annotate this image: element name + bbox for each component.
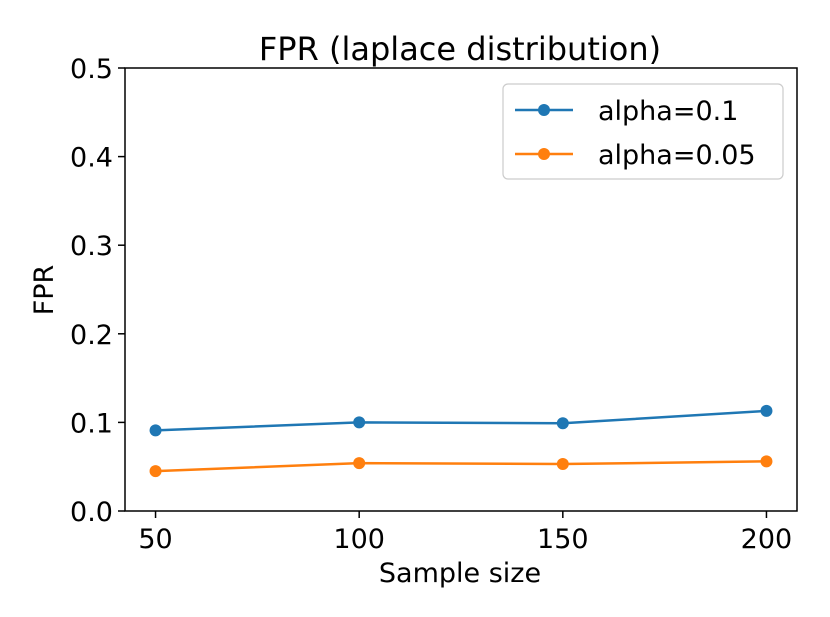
legend-label: alpha=0.05 [598,140,756,171]
data-point [760,404,773,417]
y-tick-label: 0.4 [70,143,113,174]
y-tick-label: 0.0 [70,497,113,528]
y-axis-label: FPR [29,265,60,316]
data-point [149,465,162,478]
data-point [149,424,162,437]
data-point [353,457,366,470]
chart-title: FPR (laplace distribution) [259,30,661,68]
data-point [760,455,773,468]
y-tick-label: 0.1 [70,408,113,439]
x-axis-label: Sample size [379,558,541,589]
y-tick-label: 0.3 [70,231,113,262]
legend-swatch-marker [538,104,550,116]
series-line-1 [155,409,767,432]
series-layer [149,404,773,478]
x-tick-label: 200 [741,524,793,555]
legend-swatch-marker [538,148,550,160]
plot-frame [124,67,798,512]
y-tick-label: 0.5 [70,54,113,85]
legend: alpha=0.1 alpha=0.05 [502,83,784,180]
data-point [353,416,366,429]
legend-label: alpha=0.1 [598,96,738,127]
data-point [556,458,569,471]
series-line-2 [155,460,767,473]
x-tick-label: 150 [537,524,589,555]
x-tick-label: 100 [333,524,385,555]
y-tick-label: 0.2 [70,320,113,351]
data-point [556,417,569,430]
axis-ticks: 50 100 150 200 0.0 0.1 0.2 0.3 0.4 0.5 [70,54,792,555]
x-tick-label: 50 [138,524,172,555]
